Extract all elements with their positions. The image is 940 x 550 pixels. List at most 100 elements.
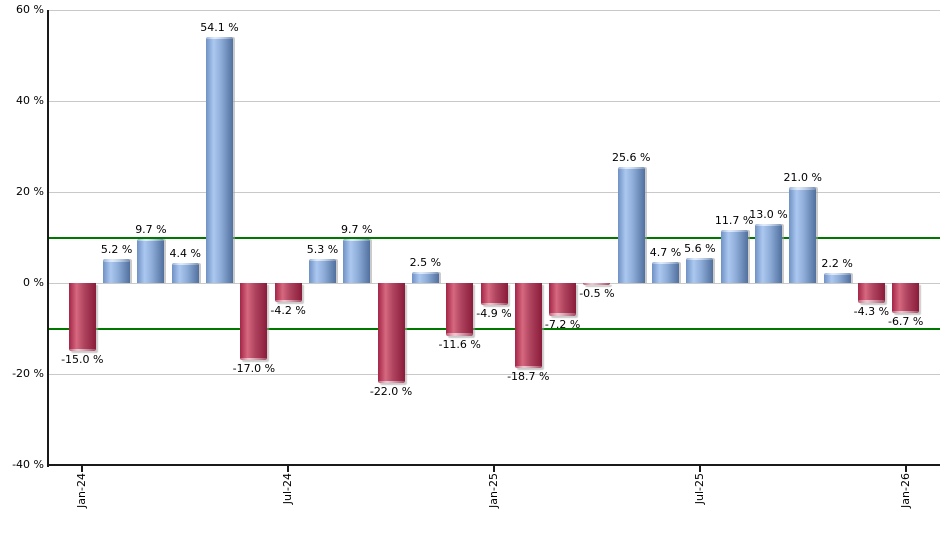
reference-line	[49, 327, 940, 330]
bar-highlight-cap	[171, 262, 199, 266]
chart-bar	[823, 272, 851, 283]
chart-bar	[549, 283, 577, 316]
bar-highlight-cap	[720, 229, 748, 233]
bar-highlight-cap	[411, 271, 439, 275]
chart-bar	[68, 283, 96, 352]
y-axis-tick-label: 40 %	[16, 94, 44, 107]
bar-value-label: -7.2 %	[544, 317, 581, 331]
chart-bar	[652, 261, 680, 283]
chart-bar	[514, 283, 542, 369]
bar-value-label: 54.1 %	[200, 20, 239, 34]
x-axis-tick	[698, 466, 701, 472]
bar-highlight-cap	[480, 302, 508, 306]
bar-value-label: -4.9 %	[476, 307, 512, 321]
bar-value-label: -0.5 %	[579, 287, 615, 301]
chart-bar	[686, 257, 714, 283]
x-axis-tick-label: Jan-26	[898, 473, 912, 508]
x-axis-tick-label: Jan-24	[75, 473, 89, 508]
bar-highlight-cap	[823, 272, 851, 276]
bar-value-label: -17.0 %	[232, 362, 276, 376]
x-axis-tick	[287, 466, 290, 472]
x-axis-line	[47, 464, 940, 466]
y-gridline	[49, 100, 940, 102]
bar-highlight-cap	[240, 357, 268, 361]
bar-highlight-cap	[754, 223, 782, 227]
y-axis-tick-label: 20 %	[16, 185, 44, 198]
chart-bar	[206, 36, 234, 283]
bar-value-label: 5.2 %	[100, 243, 133, 257]
chart-bar	[480, 283, 508, 306]
reference-line	[49, 236, 940, 239]
bar-highlight-cap	[617, 166, 645, 170]
chart-bar	[789, 187, 817, 283]
chart-bar	[411, 271, 439, 283]
bar-highlight-cap	[583, 282, 611, 286]
bar-highlight-cap	[274, 299, 302, 303]
chart-bar	[171, 262, 199, 283]
bar-highlight-cap	[103, 259, 131, 262]
bar-highlight-cap	[137, 238, 165, 242]
bar-highlight-cap	[514, 365, 542, 369]
chart-bar	[137, 238, 165, 283]
bar-value-label: -22.0 %	[369, 385, 413, 399]
bar-value-label: 21.0 %	[783, 171, 822, 185]
chart-bar	[720, 229, 748, 283]
y-axis-tick-label: 0 %	[23, 276, 44, 289]
x-axis-tick	[81, 466, 84, 472]
bar-value-label: -6.7 %	[887, 315, 924, 329]
chart-bar	[892, 283, 920, 314]
chart-bar	[377, 283, 405, 384]
bar-highlight-cap	[206, 36, 234, 40]
chart-bar	[583, 282, 611, 286]
bar-value-label: 25.6 %	[611, 150, 651, 164]
bar-highlight-cap	[377, 380, 405, 384]
y-axis-tick-label: -40 %	[12, 458, 44, 471]
bar-value-label: 4.7 %	[649, 245, 682, 259]
chart-bar	[446, 283, 474, 336]
y-axis-tick-label: -20 %	[12, 367, 44, 380]
chart-bar	[857, 283, 885, 303]
bar-value-label: 2.5 %	[409, 255, 442, 269]
x-axis-tick	[904, 466, 907, 472]
bar-highlight-cap	[308, 258, 336, 262]
bar-highlight-cap	[652, 261, 680, 265]
bar-highlight-cap	[549, 313, 577, 316]
x-axis-tick-label: Jul-25	[692, 473, 706, 505]
chart-bar	[103, 259, 131, 283]
y-axis-tick-label: 60 %	[16, 3, 44, 16]
bar-value-label: 11.7 %	[714, 213, 754, 227]
bar-highlight-cap	[892, 310, 920, 314]
chart-bar	[343, 238, 371, 283]
bar-value-label: 9.7 %	[341, 222, 373, 236]
bar-highlight-cap	[343, 238, 371, 242]
y-gridline	[49, 373, 940, 375]
y-gridline	[49, 9, 940, 11]
bar-highlight-cap	[686, 257, 714, 261]
chart-bar	[308, 258, 336, 283]
bar-highlight-cap	[789, 187, 817, 190]
bar-value-label: -4.3 %	[853, 304, 890, 318]
x-axis-tick	[493, 466, 495, 472]
bar-value-label: -15.0 %	[61, 353, 104, 367]
chart-bar	[754, 223, 782, 283]
bar-highlight-cap	[68, 348, 96, 352]
bar-value-label: 5.3 %	[306, 242, 339, 256]
chart-bar	[617, 166, 645, 283]
bar-value-label: 4.4 %	[169, 246, 201, 260]
bar-value-label: 2.2 %	[821, 256, 853, 270]
x-axis-tick-label: Jan-25	[487, 473, 500, 508]
bar-value-label: -4.2 %	[270, 304, 306, 318]
bar-value-label: 5.6 %	[684, 241, 716, 255]
x-axis-tick-label: Jul-24	[281, 473, 295, 505]
y-axis-line	[47, 10, 49, 467]
bar-value-label: -18.7 %	[507, 370, 550, 384]
chart-bar	[274, 283, 302, 303]
bar-value-label: -11.6 %	[438, 337, 481, 351]
bar-value-label: 13.0 %	[749, 207, 788, 221]
y-gridline	[49, 191, 940, 193]
bar-value-label: 9.7 %	[135, 222, 167, 236]
bar-highlight-cap	[446, 333, 474, 336]
bar-highlight-cap	[857, 300, 885, 303]
chart-bar	[240, 283, 268, 361]
